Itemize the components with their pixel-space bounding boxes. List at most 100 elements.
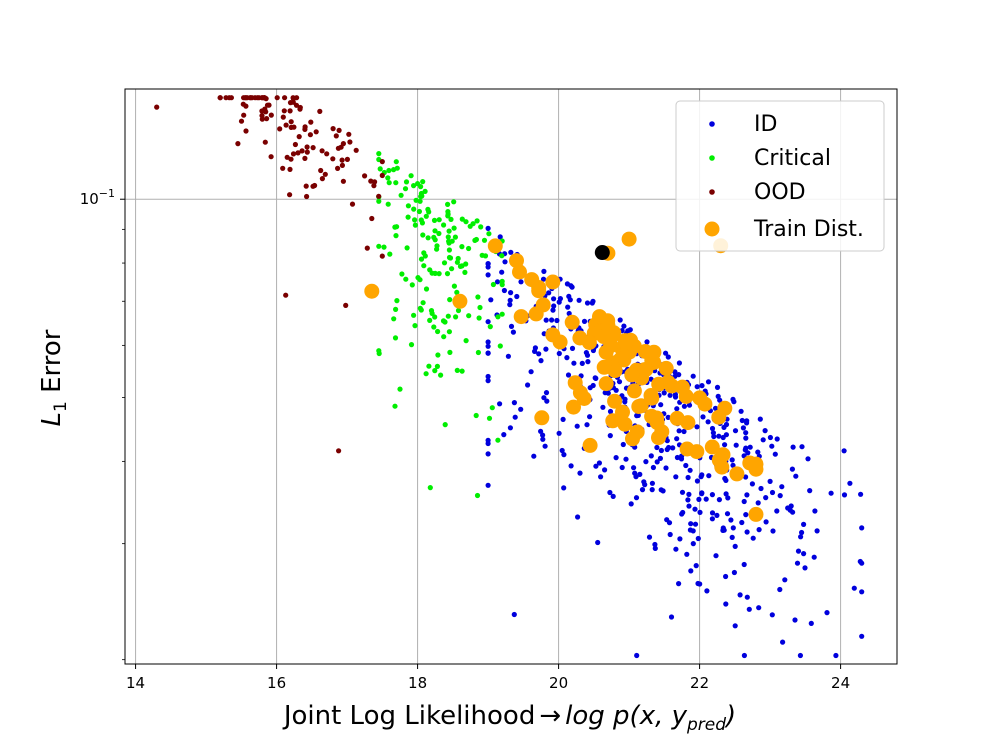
point-id: [697, 509, 703, 515]
point-id: [680, 509, 686, 516]
point-id: [811, 554, 817, 560]
point-id: [673, 546, 679, 552]
point-critical: [413, 197, 419, 203]
point-id: [485, 272, 491, 278]
point-id: [737, 592, 743, 598]
point-id: [686, 491, 692, 497]
point-id: [620, 441, 626, 448]
plot-frame: [124, 88, 898, 665]
point-ood: [362, 173, 368, 179]
point-id: [485, 350, 491, 356]
point-train: [566, 399, 581, 415]
point-critical: [497, 343, 503, 349]
point-id: [654, 459, 660, 465]
point-train: [567, 375, 583, 391]
point-id: [679, 489, 686, 495]
point-critical: [441, 222, 447, 228]
point-ood: [317, 108, 323, 114]
point-ood: [154, 104, 160, 110]
point-id: [551, 303, 557, 309]
point-id: [549, 317, 555, 323]
point-id: [648, 453, 654, 459]
point-train: [624, 367, 640, 383]
point-id: [610, 493, 616, 499]
point-id: [747, 444, 753, 450]
point-ood: [238, 118, 245, 124]
point-id: [507, 425, 513, 431]
point-id: [859, 525, 865, 531]
point-train: [649, 414, 665, 430]
point-id: [790, 509, 796, 515]
point-ood: [307, 132, 313, 138]
point-ood: [268, 112, 274, 118]
point-ood: [280, 165, 286, 171]
point-id: [633, 495, 640, 501]
point-id: [713, 553, 719, 559]
point-critical: [387, 251, 393, 257]
point-ood: [347, 139, 353, 145]
point-id: [769, 443, 775, 449]
point-ood: [247, 95, 253, 101]
point-train: [603, 338, 619, 354]
point-train: [692, 390, 708, 406]
point-train: [545, 274, 561, 290]
point-id: [739, 417, 745, 424]
point-ood: [295, 150, 301, 156]
point-critical: [436, 217, 442, 223]
point-critical: [377, 166, 383, 172]
point-ood: [292, 141, 298, 148]
point-id: [589, 300, 595, 306]
point-id: [714, 512, 720, 519]
point-id: [511, 400, 517, 406]
point-id: [690, 528, 696, 534]
point-id: [681, 403, 688, 409]
point-ood: [379, 172, 385, 179]
point-id: [567, 297, 573, 303]
point-id: [710, 430, 717, 436]
point-id: [730, 396, 736, 402]
point-train: [596, 359, 612, 375]
point-ood: [294, 95, 300, 101]
point-critical: [392, 403, 398, 409]
point-id: [716, 497, 723, 503]
point-id: [619, 464, 625, 471]
point-id: [485, 343, 491, 349]
point-critical: [495, 314, 501, 320]
point-id: [665, 354, 671, 360]
point-critical: [412, 222, 418, 228]
point-id: [566, 310, 572, 317]
point-ood: [217, 95, 223, 101]
point-id: [677, 536, 683, 542]
point-ood: [339, 162, 345, 168]
point-ood: [264, 102, 271, 108]
point-id: [722, 442, 728, 448]
point-ood: [287, 192, 293, 198]
point-id: [744, 492, 750, 498]
point-id: [699, 491, 705, 497]
point-ood: [330, 156, 336, 162]
point-critical: [431, 324, 437, 330]
point-id: [714, 384, 721, 390]
point-ood: [304, 149, 310, 155]
point-train: [714, 459, 730, 475]
point-train: [748, 506, 764, 522]
point-ood: [349, 201, 356, 207]
point-critical: [411, 183, 417, 189]
point-critical: [447, 297, 453, 303]
point-id: [538, 428, 544, 434]
point-id: [657, 455, 664, 461]
point-id: [627, 327, 633, 333]
point-id: [678, 456, 685, 462]
point-critical: [445, 213, 451, 219]
point-critical: [459, 368, 465, 374]
point-critical: [449, 266, 455, 272]
point-id: [564, 355, 570, 361]
point-id: [518, 279, 524, 285]
point-id: [584, 422, 590, 428]
point-id: [774, 508, 780, 514]
point-critical: [462, 269, 468, 275]
point-id: [652, 545, 658, 552]
point-ood: [274, 95, 280, 101]
point-id: [743, 430, 749, 436]
point-critical: [409, 282, 415, 288]
